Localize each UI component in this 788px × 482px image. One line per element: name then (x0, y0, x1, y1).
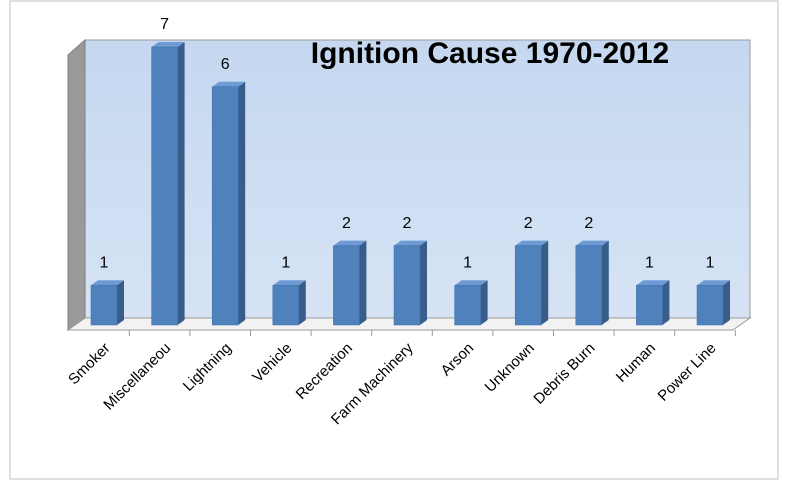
bar-side (480, 280, 488, 325)
bar (575, 245, 603, 326)
bar (636, 285, 663, 326)
bar (211, 86, 239, 326)
value-label: 6 (221, 56, 230, 73)
bar-top (151, 42, 185, 47)
bar-top (515, 240, 549, 246)
bar-top (454, 280, 488, 286)
bar-top (272, 280, 306, 286)
bar (514, 245, 542, 326)
bar (454, 285, 481, 326)
value-label: 2 (342, 215, 351, 232)
bar (151, 46, 178, 326)
bar-top (636, 280, 670, 286)
bar-side (298, 280, 306, 325)
bar-side (541, 240, 549, 325)
bar-top (91, 280, 124, 286)
bar-side (662, 280, 670, 325)
bar-top (394, 240, 427, 246)
bar-top (212, 81, 246, 87)
bar-top (333, 240, 367, 246)
bar (333, 245, 360, 326)
bar (696, 285, 724, 326)
value-label: 1 (281, 255, 290, 272)
bar-side (723, 280, 730, 325)
bar-side (238, 81, 246, 325)
chart-title: Ignition Cause 1970-2012 (311, 37, 669, 70)
value-label: 1 (463, 255, 472, 272)
value-label: 1 (645, 255, 654, 272)
bar-side (177, 42, 185, 325)
bar (272, 285, 300, 326)
bar-side (359, 240, 367, 325)
value-label: 2 (584, 215, 593, 232)
value-label: 7 (160, 16, 169, 33)
bar-top (575, 240, 609, 246)
bar-side (420, 240, 427, 325)
value-label: 1 (100, 255, 109, 272)
bar-side (117, 280, 124, 325)
value-label: 2 (524, 215, 533, 232)
value-label: 1 (706, 255, 715, 272)
bar-side (601, 240, 609, 325)
bar (90, 285, 118, 326)
bar-top (697, 280, 730, 286)
side-wall (67, 38, 86, 331)
bar (393, 245, 421, 326)
value-label: 2 (403, 215, 412, 232)
